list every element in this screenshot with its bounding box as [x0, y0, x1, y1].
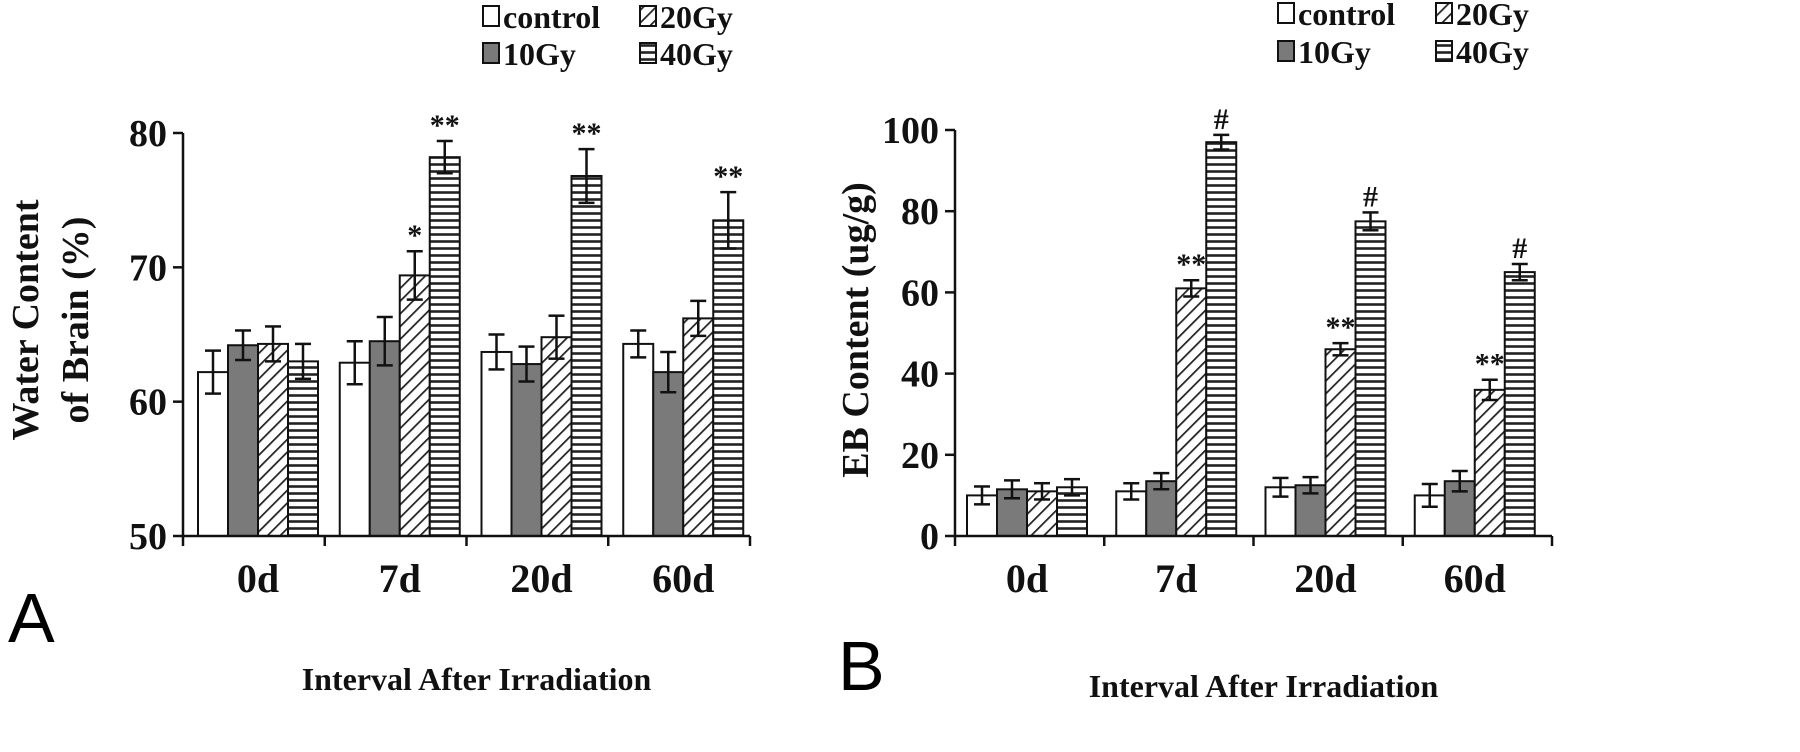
significance-mark: #	[1363, 180, 1378, 213]
legend-item-40Gy: 40Gy	[639, 36, 733, 72]
x-tick-label: 60d	[652, 556, 714, 601]
bar-20Gy-20d	[540, 336, 573, 538]
y-tick-label: 0	[920, 516, 939, 558]
legend-label: 10Gy	[1298, 34, 1371, 70]
legend-swatch	[1277, 40, 1295, 62]
legend-swatch	[482, 42, 500, 64]
y-tick-label: 40	[901, 354, 939, 396]
bar-40Gy-20d	[570, 174, 603, 537]
bar-20Gy-7d	[1175, 287, 1208, 537]
bar-40Gy-0d	[287, 360, 319, 537]
significance-mark: #	[1214, 103, 1229, 136]
bar-20Gy-0d	[257, 342, 289, 537]
panel-label: A	[8, 579, 55, 657]
significance-mark: *	[407, 219, 422, 252]
bar-control-0d	[197, 371, 229, 538]
legend-label: 40Gy	[660, 36, 733, 72]
legend-swatch	[639, 42, 657, 64]
legend-swatch	[639, 5, 657, 27]
legend-item-10Gy: 10Gy	[1277, 34, 1371, 70]
x-tick-label: 7d	[379, 556, 421, 601]
significance-mark: **	[572, 117, 602, 150]
bar-40Gy-60d	[712, 219, 745, 537]
y-tick-label: 80	[129, 113, 167, 155]
y-axis-title: of Brain (%)	[55, 217, 97, 424]
bar-control-20d	[480, 350, 513, 538]
bar-40Gy-7d	[1205, 141, 1238, 537]
x-tick-label: 0d	[1006, 556, 1048, 601]
bar-10Gy-60d	[652, 371, 685, 538]
significance-mark: **	[713, 160, 743, 193]
bar-20Gy-20d	[1324, 348, 1357, 537]
x-tick-label: 20d	[1294, 556, 1356, 601]
bar-40Gy-60d	[1503, 271, 1536, 537]
legend-label: control	[503, 0, 600, 35]
legend-item-40Gy: 40Gy	[1435, 34, 1529, 70]
legend-label: 20Gy	[660, 0, 733, 35]
significance-mark: #	[1512, 232, 1527, 265]
significance-mark: **	[1475, 348, 1505, 381]
x-tick-label: 0d	[237, 556, 279, 601]
legend-swatch	[1435, 2, 1453, 24]
bar-control-60d	[622, 342, 655, 537]
chart-panel-b: ** ** ** # # #0 20 40 60 80 100 0d 7d 20d 60d Interval …	[835, 0, 1554, 705]
y-tick-label: 50	[129, 516, 167, 558]
y-axis-title: Water Content	[5, 199, 47, 440]
bar-40Gy-7d	[428, 156, 461, 537]
legend-item-20Gy: 20Gy	[1435, 0, 1529, 32]
legend-item-control: control	[1277, 0, 1395, 32]
bar-40Gy-20d	[1354, 220, 1387, 537]
legend-swatch	[1435, 40, 1453, 62]
bar-control-7d	[338, 361, 371, 537]
bar-20Gy-60d	[682, 317, 715, 537]
y-tick-label: 70	[129, 247, 167, 289]
bar-10Gy-0d	[227, 344, 259, 537]
y-tick-label: 100	[882, 110, 939, 152]
bar-10Gy-7d	[368, 340, 401, 538]
legend-item-control: control	[482, 0, 600, 35]
y-tick-label: 60	[901, 272, 939, 314]
panel-label: B	[838, 627, 885, 705]
legend-swatch	[482, 5, 500, 27]
x-axis-title: Interval After Irradiation	[1089, 668, 1439, 704]
bar-20Gy-60d	[1473, 388, 1506, 537]
x-tick-label: 20d	[510, 556, 572, 601]
x-axis-title: Interval After Irradiation	[302, 661, 652, 697]
significance-mark: **	[1176, 248, 1206, 281]
y-axis-title: EB Content (ug/g)	[835, 182, 877, 478]
x-tick-label: 7d	[1155, 556, 1197, 601]
legend-label: control	[1298, 0, 1395, 32]
legend-label: 10Gy	[503, 36, 576, 72]
y-tick-label: 20	[901, 435, 939, 477]
legend-swatch	[1277, 2, 1295, 24]
significance-mark: **	[430, 109, 460, 142]
y-tick-label: 60	[129, 382, 167, 424]
legend-label: 40Gy	[1456, 34, 1529, 70]
bar-20Gy-7d	[398, 274, 431, 537]
legend-label: 20Gy	[1456, 0, 1529, 32]
bar-10Gy-20d	[510, 363, 543, 538]
x-tick-label: 60d	[1444, 556, 1506, 601]
legend-item-20Gy: 20Gy	[639, 0, 733, 35]
y-tick-label: 80	[901, 191, 939, 233]
significance-mark: **	[1326, 311, 1356, 344]
legend-item-10Gy: 10Gy	[482, 36, 576, 72]
